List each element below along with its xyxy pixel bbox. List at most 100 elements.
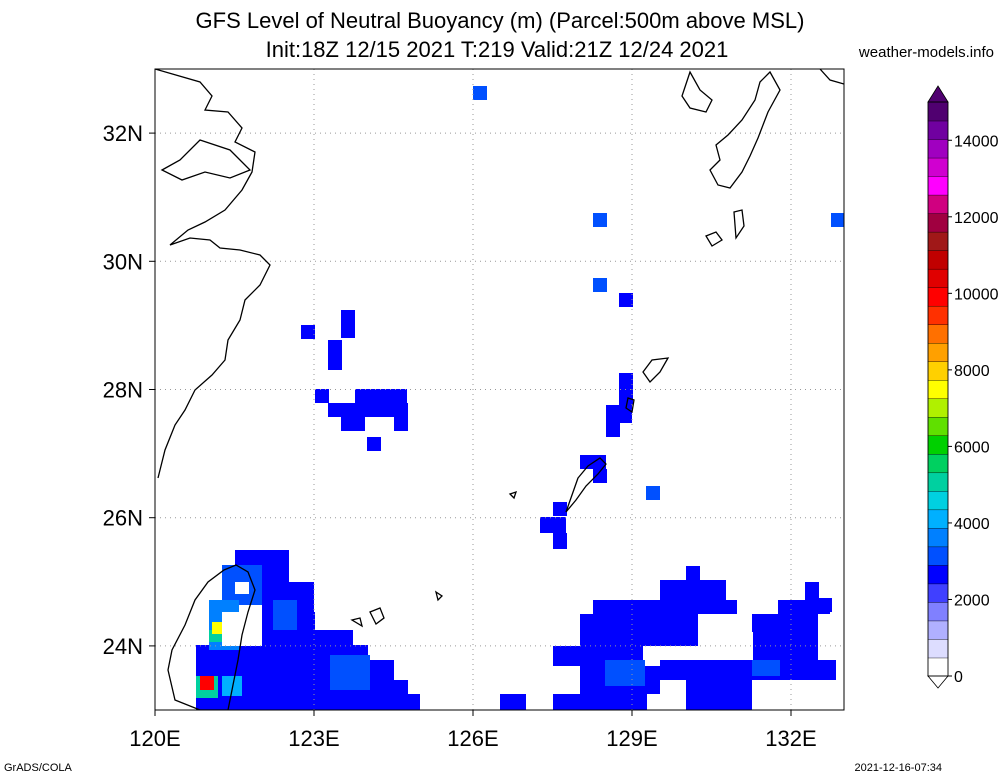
colorbar-segment — [927, 194, 949, 214]
lat-label: 26N — [103, 506, 143, 531]
colorbar-label: 4000 — [954, 516, 990, 533]
fill-cell — [540, 517, 566, 533]
fill-cell — [752, 614, 818, 660]
fill-cell — [580, 632, 698, 646]
fill-cell — [593, 278, 607, 292]
colorbar-segment — [927, 379, 949, 399]
colorbar-segment — [927, 175, 949, 196]
coastline — [819, 69, 844, 85]
colorbar-label: 6000 — [954, 439, 990, 456]
fill-cell — [619, 387, 633, 405]
colorbar-max-arrow — [927, 85, 949, 103]
fill-cell — [553, 533, 567, 549]
colorbar-segment — [927, 546, 949, 566]
coastline — [167, 564, 256, 710]
fill-cell — [646, 486, 660, 500]
lon-label: 120E — [129, 726, 180, 751]
fill-cell — [315, 389, 329, 403]
colorbar-label: 0 — [954, 669, 963, 686]
colorbar-segment — [927, 638, 949, 659]
coastline — [350, 617, 364, 628]
fill-cell — [738, 660, 752, 690]
colorbar-segment — [927, 435, 949, 455]
lat-axis-labels: 32N 30N 28N 26N 24N — [103, 121, 143, 659]
colorbar-segment — [927, 138, 949, 159]
fill-cell — [686, 566, 700, 580]
fill-cell — [818, 598, 832, 612]
map-subtitle: Init:18Z 12/15 2021 T:219 Valid:21Z 12/2… — [265, 37, 729, 62]
fill-gap — [737, 600, 751, 614]
fill-cell — [328, 340, 342, 370]
fill-cell — [606, 423, 620, 437]
coastline — [733, 209, 745, 240]
coastline — [625, 397, 635, 414]
coastline — [155, 69, 271, 479]
colorbar-segment — [927, 564, 949, 585]
fill-cell — [619, 293, 633, 307]
colorbar-segment — [927, 657, 949, 677]
colorbar-segment — [927, 361, 949, 381]
colorbar-segment — [927, 472, 949, 492]
colorbar-segment — [927, 120, 949, 140]
colorbar-label: 10000 — [954, 286, 999, 303]
fill-cell — [500, 694, 526, 710]
lon-label: 123E — [288, 726, 339, 751]
fill-cell — [805, 582, 819, 600]
colorbar-segment — [927, 268, 949, 288]
colorbar-segment — [927, 305, 949, 325]
coastline — [565, 457, 607, 513]
fill-cell — [473, 86, 487, 100]
coastline — [434, 590, 444, 602]
colorbar-segment — [927, 490, 949, 511]
fill-cell — [330, 655, 370, 690]
colorbar-segment — [927, 509, 949, 529]
colorbar-segment — [927, 620, 949, 640]
buoyancy-fill-layer — [196, 86, 844, 710]
fill-cell — [301, 325, 315, 339]
fill-gap — [235, 582, 249, 594]
colorbar-segment — [927, 453, 949, 474]
colorbar-label: 2000 — [954, 592, 990, 609]
fill-cell — [567, 694, 647, 710]
fill-cell — [660, 580, 726, 600]
fill-cell — [200, 676, 214, 690]
fill-cell — [394, 417, 408, 431]
footer-grads: GrADS/COLA — [4, 762, 72, 774]
fill-cell — [593, 600, 751, 614]
fill-cell — [355, 389, 407, 403]
colorbar-segment — [927, 416, 949, 436]
lat-label: 28N — [103, 378, 143, 403]
colorbar-segment — [927, 212, 949, 233]
fill-cell — [619, 373, 633, 387]
map-title: GFS Level of Neutral Buoyancy (m) (Parce… — [195, 8, 805, 33]
colorbar-segment — [927, 157, 949, 177]
fill-cell — [593, 469, 607, 483]
colorbar-label: 12000 — [954, 210, 999, 227]
colorbar: 0 2000 4000 6000 8000 10000 12000 14000 — [927, 85, 999, 689]
lon-label: 129E — [606, 726, 657, 751]
lat-label: 32N — [103, 121, 143, 146]
coastline — [369, 607, 385, 625]
colorbar-segment — [927, 323, 949, 344]
colorbar-segment — [927, 101, 949, 122]
colorbar-segment — [927, 342, 949, 362]
coastlines — [155, 69, 844, 710]
lon-axis-labels: 120E 123E 126E 129E 132E — [129, 726, 816, 751]
lat-label: 30N — [103, 249, 143, 274]
colorbar-segment — [927, 601, 949, 622]
colorbar-label: 8000 — [954, 363, 990, 380]
lat-label: 24N — [103, 634, 143, 659]
fill-cell — [778, 600, 830, 614]
colorbar-segment — [927, 527, 949, 548]
lon-label: 132E — [765, 726, 816, 751]
fill-cell — [367, 437, 381, 451]
fill-cell — [593, 213, 607, 227]
colorbar-segment — [927, 583, 949, 603]
coastline — [642, 357, 670, 384]
fill-cell — [196, 694, 420, 710]
fill-cell — [605, 660, 645, 686]
plot-frame — [154, 68, 845, 711]
coastline — [508, 490, 518, 500]
coastline — [160, 139, 252, 181]
